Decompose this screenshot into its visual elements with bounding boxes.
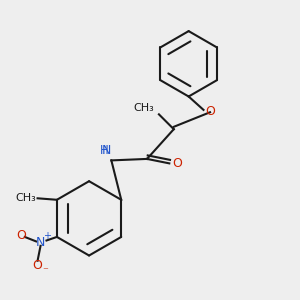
- Text: ⁻: ⁻: [42, 267, 48, 277]
- Text: O: O: [172, 157, 182, 170]
- Text: N: N: [101, 144, 111, 158]
- Text: O: O: [16, 229, 26, 242]
- Text: O: O: [33, 259, 43, 272]
- Text: +: +: [44, 231, 52, 242]
- Text: CH₃: CH₃: [15, 193, 36, 203]
- Text: O: O: [205, 105, 215, 118]
- Text: N: N: [36, 236, 45, 249]
- Text: H: H: [100, 144, 108, 158]
- Text: CH₃: CH₃: [134, 103, 154, 113]
